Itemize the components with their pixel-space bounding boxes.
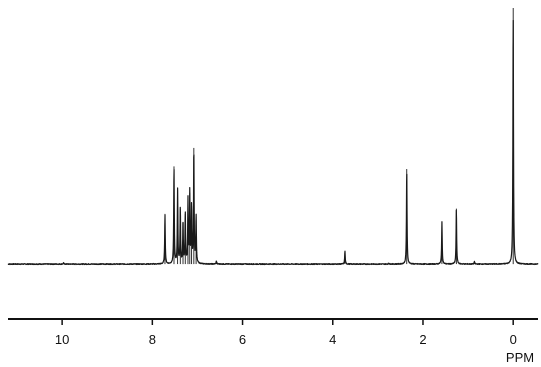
x-tick-label: 10 bbox=[55, 332, 69, 347]
x-axis-unit-label: PPM bbox=[506, 350, 534, 365]
spectrum-trace bbox=[7, 19, 539, 266]
x-tick-label: 2 bbox=[419, 332, 426, 347]
x-tick-label: 6 bbox=[239, 332, 246, 347]
spectrum-plot-area bbox=[7, 8, 539, 266]
x-tick-label: 8 bbox=[149, 332, 156, 347]
x-axis-ticks: 10 8 6 4 2 0 bbox=[55, 319, 517, 347]
x-tick-label: 4 bbox=[329, 332, 336, 347]
x-tick-label: 0 bbox=[510, 332, 517, 347]
